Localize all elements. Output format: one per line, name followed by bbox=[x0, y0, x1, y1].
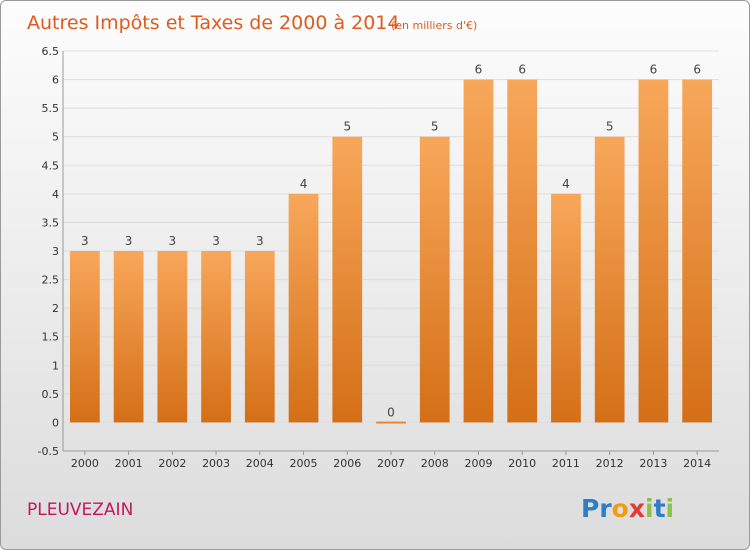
x-tick-label-2003: 2003 bbox=[202, 457, 230, 470]
x-tick-label-2010: 2010 bbox=[508, 457, 536, 470]
y-tick-label: 3.5 bbox=[42, 216, 60, 229]
bars: 3 3 3 3 3 4 5 0 5 6 6 4 5 6 6 bbox=[69, 63, 713, 424]
y-tick-label: 1 bbox=[52, 359, 59, 372]
y-tick-label: 4 bbox=[52, 188, 59, 201]
y-tick-label: 2.5 bbox=[42, 274, 60, 287]
logo-letter: t bbox=[654, 494, 666, 523]
data-label-2003: 3 bbox=[212, 234, 220, 248]
y-tick-label: 0.5 bbox=[42, 388, 60, 401]
logo-letter: P bbox=[581, 494, 599, 523]
data-label-2012: 5 bbox=[606, 120, 614, 134]
data-label-2004: 3 bbox=[256, 234, 264, 248]
data-label-2011: 4 bbox=[562, 177, 570, 191]
y-tick-label: 6 bbox=[52, 74, 59, 87]
data-label-2008: 5 bbox=[431, 120, 439, 134]
bar-2007 bbox=[376, 421, 406, 424]
data-label-2000: 3 bbox=[81, 234, 89, 248]
chart-title: Autres Impôts et Taxes de 2000 à 2014 bbox=[27, 12, 400, 34]
bar-2011 bbox=[551, 193, 581, 423]
x-tick-label-2011: 2011 bbox=[552, 457, 580, 470]
x-tick-label-2002: 2002 bbox=[158, 457, 186, 470]
bar-2000 bbox=[69, 251, 100, 423]
bar-2014 bbox=[682, 79, 713, 423]
y-axis-ticks: -0.5 0 0.5 1 1.5 2 2.5 3 3.5 4 4.5 5 5.5 6 6.5 bbox=[38, 45, 59, 458]
y-tick-label: 2 bbox=[52, 302, 59, 315]
logo-letter: r bbox=[599, 494, 612, 523]
logo-letter: i bbox=[645, 494, 654, 523]
chart-subtitle: (en milliers d'€) bbox=[391, 19, 477, 32]
bar-2012 bbox=[594, 136, 625, 423]
y-tick-label: 4.5 bbox=[42, 159, 60, 172]
x-tick-label-2000: 2000 bbox=[71, 457, 99, 470]
x-tick-label-2006: 2006 bbox=[333, 457, 361, 470]
y-tick-label: 6.5 bbox=[42, 45, 60, 58]
x-tick-label-2014: 2014 bbox=[683, 457, 711, 470]
y-tick-label: 3 bbox=[52, 245, 59, 258]
data-label-2001: 3 bbox=[125, 234, 133, 248]
logo-letter: o bbox=[612, 494, 629, 523]
x-tick-label-2007: 2007 bbox=[377, 457, 405, 470]
bar-2010 bbox=[507, 79, 538, 423]
y-tick-label: 5.5 bbox=[42, 102, 60, 115]
data-label-2006: 5 bbox=[343, 120, 351, 134]
y-tick-label: 0 bbox=[52, 416, 59, 429]
data-label-2010: 6 bbox=[518, 63, 526, 77]
bar-2005 bbox=[288, 193, 319, 423]
bar-2001 bbox=[113, 251, 144, 423]
x-tick-label-2013: 2013 bbox=[639, 457, 667, 470]
data-label-2007: 0 bbox=[387, 405, 395, 419]
x-tick-label-2012: 2012 bbox=[596, 457, 624, 470]
data-label-2013: 6 bbox=[650, 63, 658, 77]
bar-2004 bbox=[244, 251, 275, 423]
y-tick-label: -0.5 bbox=[38, 445, 59, 458]
data-label-2014: 6 bbox=[693, 63, 701, 77]
bar-2008 bbox=[419, 136, 450, 423]
bar-2013 bbox=[638, 79, 669, 423]
data-label-2002: 3 bbox=[169, 234, 177, 248]
x-tick-label-2008: 2008 bbox=[421, 457, 449, 470]
y-tick-label: 1.5 bbox=[42, 331, 60, 344]
bar-2006 bbox=[332, 136, 363, 423]
bar-2003 bbox=[201, 251, 231, 423]
bar-2002 bbox=[157, 251, 188, 423]
x-tick-label-2005: 2005 bbox=[290, 457, 318, 470]
proxiti-logo: Proxiti bbox=[581, 494, 674, 523]
logo-letter: i bbox=[666, 494, 675, 523]
commune-name: PLEUVEZAIN bbox=[27, 500, 133, 520]
x-tick-label-2009: 2009 bbox=[464, 457, 492, 470]
x-tick-label-2001: 2001 bbox=[115, 457, 143, 470]
y-tick-label: 5 bbox=[52, 131, 59, 144]
logo-letter: x bbox=[629, 494, 645, 523]
data-label-2005: 4 bbox=[300, 177, 308, 191]
data-label-2009: 6 bbox=[475, 63, 483, 77]
x-tick-label-2004: 2004 bbox=[246, 457, 274, 470]
bar-2009 bbox=[463, 79, 494, 423]
x-axis-ticks: 2000 2001 2002 2003 2004 2005 2006 2007 2008 2009… bbox=[71, 451, 711, 470]
